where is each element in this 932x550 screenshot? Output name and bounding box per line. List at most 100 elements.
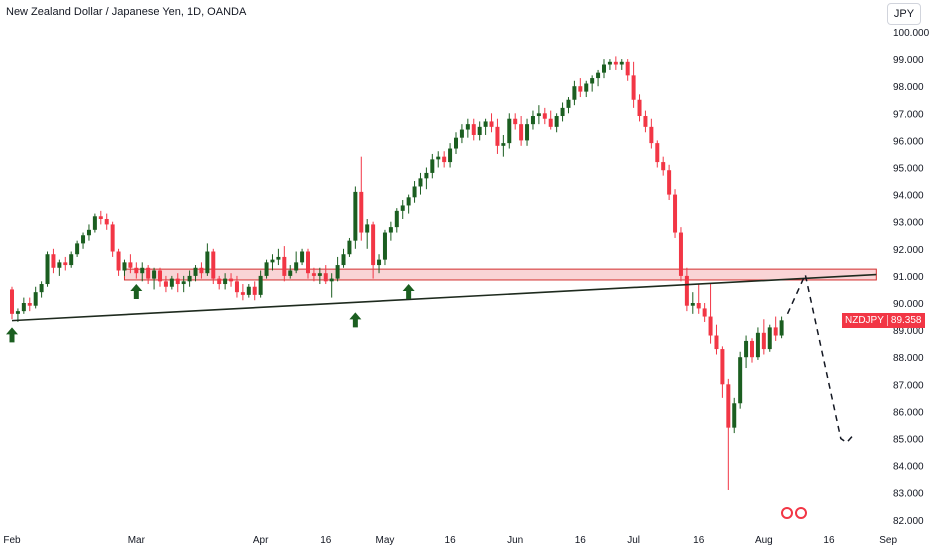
candle-body: [436, 156, 441, 160]
candle-body: [81, 235, 86, 244]
candle-body: [240, 292, 245, 295]
y-tick-label: 96.000: [893, 136, 924, 147]
candle-body: [306, 251, 310, 274]
candle: [57, 259, 62, 276]
candle-body: [519, 124, 524, 141]
brand-logo-icon: [781, 507, 807, 519]
candle-body: [371, 224, 376, 266]
candle: [110, 221, 115, 257]
candle: [175, 273, 180, 293]
candle-body: [412, 186, 417, 198]
candle-body: [353, 191, 358, 241]
candle-body: [311, 273, 316, 276]
candle: [382, 229, 387, 266]
candle: [643, 110, 648, 133]
candle-body: [465, 124, 470, 130]
candle-body: [116, 251, 121, 271]
candle: [530, 110, 535, 130]
candle: [418, 172, 423, 195]
candle: [75, 240, 80, 257]
candle: [264, 259, 269, 279]
currency-button[interactable]: JPY: [887, 3, 921, 25]
candle-body: [424, 172, 429, 179]
candle-body: [146, 267, 151, 279]
y-tick-label: 82.000: [893, 516, 924, 527]
candle: [572, 80, 577, 106]
candle: [696, 284, 701, 314]
candle-body: [57, 262, 62, 268]
candle: [128, 254, 133, 274]
candle: [536, 105, 541, 125]
candle: [252, 281, 257, 301]
candle: [631, 61, 636, 108]
candle: [21, 297, 26, 314]
candle-body: [169, 278, 174, 287]
candle-body: [501, 143, 506, 146]
y-tick-label: 83.000: [893, 489, 924, 500]
candle-body: [140, 267, 145, 274]
candle-body: [10, 289, 14, 314]
candle-body: [341, 254, 346, 266]
candle: [726, 378, 731, 490]
candle-body: [51, 254, 56, 268]
candle: [750, 338, 754, 363]
candle-body: [98, 216, 103, 219]
candle-body: [536, 113, 541, 117]
candle: [187, 270, 192, 287]
y-tick-label: 87.000: [893, 380, 924, 391]
candle-body: [104, 218, 109, 225]
candle: [39, 281, 44, 298]
candle: [211, 248, 216, 285]
candle-body: [418, 178, 423, 187]
candle-body: [223, 278, 228, 285]
candle-body: [317, 273, 322, 276]
candle-body: [613, 61, 618, 65]
candle: [448, 143, 453, 168]
candle: [388, 221, 393, 241]
candle: [223, 273, 228, 290]
x-tick-label: May: [376, 535, 395, 546]
candle-body: [288, 270, 293, 276]
candle: [690, 292, 695, 314]
candle: [738, 351, 743, 409]
trendline: [11, 273, 877, 322]
candle-body: [572, 86, 577, 100]
candle-body: [300, 251, 305, 263]
candle-body: [294, 262, 299, 271]
candle-body: [69, 254, 74, 266]
candle-body: [276, 256, 281, 260]
candle-body: [696, 303, 701, 309]
projection-path: [786, 272, 854, 444]
candle: [406, 194, 411, 214]
candle: [596, 69, 601, 87]
candle-body: [175, 278, 180, 285]
candle: [217, 275, 222, 290]
candle-body: [365, 224, 370, 233]
x-tick-label: 16: [575, 535, 587, 546]
candle-body: [388, 227, 393, 233]
candle: [163, 275, 168, 293]
candle-body: [442, 156, 447, 163]
candle-body: [163, 281, 168, 287]
candle: [335, 256, 340, 282]
candle-body: [507, 118, 512, 144]
candle: [607, 59, 612, 70]
y-tick-label: 98.000: [893, 82, 924, 93]
candle-body: [205, 251, 210, 274]
y-tick-label: 90.000: [893, 299, 924, 310]
y-tick-label: 84.000: [893, 462, 924, 473]
candle: [661, 156, 666, 176]
y-tick-label: 97.000: [893, 109, 924, 120]
candle-body: [454, 137, 458, 149]
candle-body: [282, 256, 287, 276]
candle: [744, 335, 749, 369]
candle-body: [193, 267, 198, 276]
candle-body: [110, 224, 115, 252]
candle-body: [448, 148, 453, 163]
candle-body: [643, 116, 648, 127]
candle-body: [217, 278, 222, 285]
candle: [400, 200, 405, 219]
candle-body: [744, 340, 749, 358]
candle-body: [15, 311, 20, 314]
